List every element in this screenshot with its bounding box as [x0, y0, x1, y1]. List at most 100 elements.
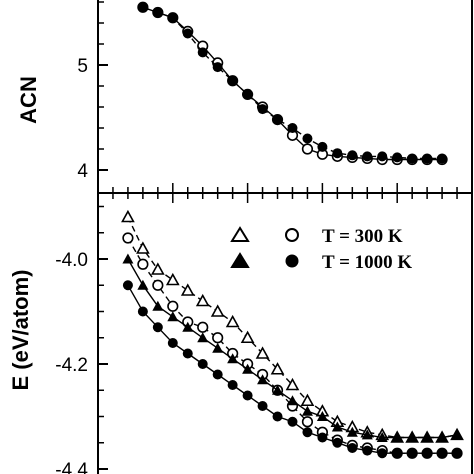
- legend-entry-300k: T = 300 K: [230, 226, 403, 247]
- top-panel-frame: [97, 0, 473, 194]
- data-point-open-triangle: [240, 330, 255, 344]
- data-point-filled-triangle: [242, 363, 254, 374]
- data-point-filled-triangle: [331, 421, 343, 432]
- data-point-filled-circle: [407, 153, 418, 164]
- data-point-filled-circle: [212, 369, 223, 380]
- data-point-filled-triangle: [346, 426, 358, 437]
- data-point-filled-circle: [332, 148, 343, 159]
- top-panel: ACN 4 5: [16, 0, 473, 194]
- data-point-filled-circle: [422, 153, 433, 164]
- data-point-open-triangle: [180, 283, 195, 296]
- y-tick-label: -4.4: [55, 460, 88, 474]
- data-point-filled-triangle: [451, 429, 463, 440]
- top-y-axis-label: ACN: [16, 76, 41, 124]
- data-point-filled-circle: [242, 89, 253, 100]
- data-point-filled-circle: [272, 411, 283, 422]
- data-point-filled-triangle: [167, 311, 179, 322]
- data-point-open-triangle: [285, 377, 300, 391]
- data-point-open-circle: [301, 416, 314, 428]
- data-point-filled-triangle: [301, 405, 313, 416]
- data-point-filled-circle: [122, 280, 133, 291]
- data-point-filled-triangle: [406, 432, 418, 442]
- bottom-y-ticks: -4.0 -4.2 -4.4: [55, 193, 458, 474]
- data-point-filled-circle: [287, 123, 298, 133]
- y-tick-label: 4: [77, 161, 88, 182]
- data-point-filled-circle: [302, 427, 313, 438]
- legend-label-300k: T = 300 K: [322, 226, 403, 247]
- y-tick-label: 5: [77, 56, 88, 77]
- legend-marker-open-triangle: [230, 226, 250, 242]
- data-point-filled-circle: [227, 380, 238, 390]
- data-point-filled-circle: [137, 306, 148, 317]
- data-point-filled-circle: [392, 448, 403, 459]
- data-point-open-triangle: [150, 262, 165, 275]
- data-point-filled-circle: [347, 443, 358, 453]
- data-point-filled-circle: [437, 153, 448, 164]
- data-point-open-circle: [152, 279, 164, 291]
- data-point-open-circle: [122, 232, 134, 244]
- data-point-filled-circle: [317, 141, 328, 152]
- data-point-filled-circle: [302, 133, 313, 144]
- series-line-3: [127, 284, 457, 454]
- bottom-panel: E (eV/atom) -4.0 -4.2 -4.4 T = 300 K T = 1…: [8, 192, 473, 474]
- data-point-filled-circle: [242, 390, 253, 401]
- data-point-open-triangle: [270, 362, 285, 375]
- legend-entry-1000k: T = 1000 K: [230, 252, 412, 273]
- data-point-filled-circle: [362, 151, 373, 162]
- legend-marker-filled-triangle: [230, 252, 250, 268]
- bottom-panel-frame: [97, 192, 473, 474]
- data-point-filled-circle: [152, 322, 163, 333]
- data-point-open-triangle: [300, 393, 315, 407]
- data-point-filled-circle: [152, 7, 163, 18]
- data-point-filled-triangle: [122, 253, 134, 264]
- data-point-filled-triangle: [182, 321, 194, 332]
- data-point-filled-circle: [257, 104, 268, 115]
- data-point-filled-circle: [137, 2, 148, 13]
- data-point-open-triangle: [225, 314, 240, 328]
- data-point-filled-circle: [362, 445, 373, 456]
- data-point-filled-circle: [272, 114, 283, 125]
- data-point-open-triangle: [255, 346, 270, 359]
- data-point-filled-circle: [182, 348, 193, 359]
- data-point-filled-triangle: [316, 411, 328, 421]
- data-point-filled-triangle: [391, 432, 403, 442]
- data-point-open-circle: [301, 143, 314, 155]
- bottom-series: [121, 209, 464, 459]
- data-point-open-triangle: [136, 241, 150, 254]
- data-point-open-circle: [212, 332, 224, 344]
- bottom-y-axis-label: E (eV/atom): [8, 269, 33, 390]
- legend-marker-open-circle: [285, 228, 299, 242]
- data-point-open-circle: [167, 300, 179, 312]
- y-tick-label: -4.0: [55, 250, 88, 271]
- data-point-filled-triangle: [361, 429, 373, 440]
- data-point-filled-circle: [422, 448, 433, 459]
- data-point-filled-circle: [167, 12, 178, 23]
- data-point-filled-triangle: [272, 384, 284, 395]
- data-point-filled-circle: [407, 448, 418, 459]
- data-point-filled-circle: [377, 448, 388, 459]
- data-point-filled-circle: [287, 416, 298, 427]
- data-point-filled-triangle: [257, 374, 269, 385]
- data-point-open-triangle: [210, 304, 225, 317]
- data-point-filled-circle: [332, 437, 343, 448]
- data-point-filled-circle: [197, 47, 208, 58]
- data-point-filled-circle: [377, 151, 388, 162]
- data-point-filled-circle: [392, 152, 403, 163]
- data-point-filled-triangle: [286, 395, 298, 406]
- data-point-filled-triangle: [376, 432, 388, 442]
- data-point-filled-triangle: [421, 432, 433, 442]
- data-point-filled-circle: [227, 75, 238, 86]
- data-point-open-circle: [137, 258, 149, 270]
- data-point-filled-circle: [182, 28, 193, 39]
- data-point-open-triangle: [121, 209, 135, 223]
- y-tick-label: -4.2: [55, 355, 88, 376]
- data-point-filled-triangle: [212, 342, 224, 353]
- top-series: [137, 1, 448, 166]
- data-point-filled-circle: [257, 401, 268, 411]
- data-point-filled-circle: [212, 62, 223, 73]
- data-point-filled-circle: [317, 432, 328, 443]
- data-point-filled-triangle: [436, 432, 448, 442]
- data-point-filled-circle: [347, 150, 358, 161]
- data-point-filled-circle: [167, 338, 178, 348]
